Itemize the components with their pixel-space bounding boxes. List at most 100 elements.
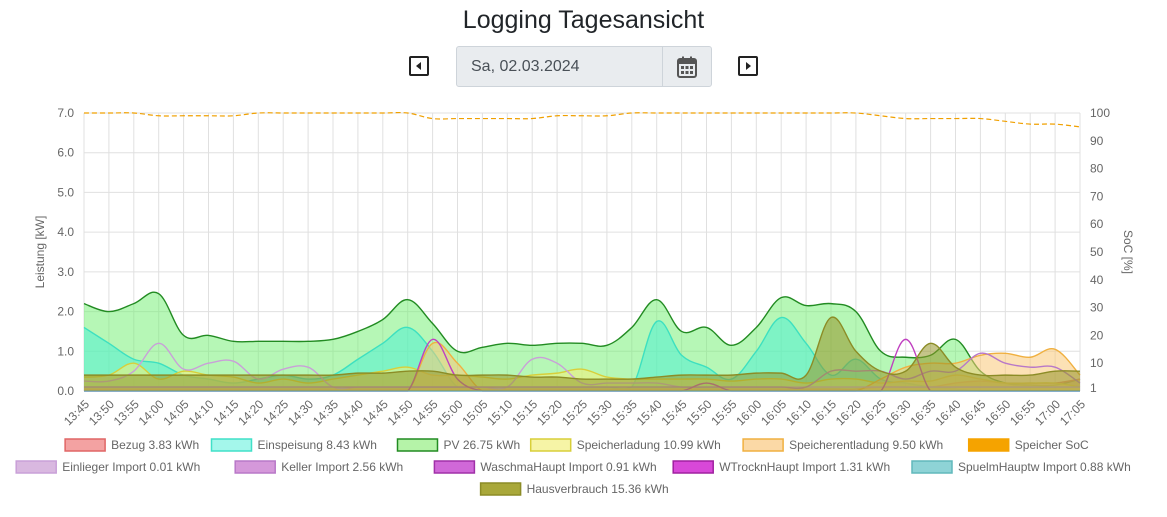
legend-swatch (967, 438, 1010, 452)
series-line-pv (83, 291, 1081, 387)
legend-swatch (672, 460, 714, 474)
x-tick-label: 14:20 (235, 397, 266, 428)
x-tick-label: 15:35 (609, 397, 640, 428)
x-tick-label: 16:20 (833, 397, 864, 428)
page-title: Logging Tagesansicht (462, 6, 705, 34)
y2-tick-label: 1 (1090, 381, 1097, 395)
x-tick-label: 17:00 (1032, 397, 1063, 428)
legend-swatch (234, 460, 276, 474)
x-tick-label: 15:05 (459, 397, 490, 428)
y2-tick-label: 70 (1090, 189, 1104, 203)
y-tick-label: 7.0 (57, 106, 74, 120)
series-line-speicher-soc (84, 111, 1081, 128)
legend-item-label: Speicher SoC (1015, 438, 1089, 452)
date-picker[interactable]: Sa, 02.03.2024 (456, 46, 712, 87)
legend-item-label: Hausverbrauch 15.36 kWh (527, 482, 669, 496)
caret-left-icon (416, 62, 421, 70)
y2-tick-label: 100 (1090, 106, 1110, 120)
x-tick-label: 14:40 (335, 397, 366, 428)
legend-swatch (479, 482, 522, 496)
x-tick-label: 16:10 (783, 397, 814, 428)
area-hausverbrauch (84, 317, 1080, 391)
legend-item-label: PV 26.75 kWh (444, 438, 521, 452)
x-tick-label: 14:30 (285, 397, 316, 428)
x-tick-label: 13:50 (86, 397, 117, 428)
legend-item-label: Bezug 3.83 kWh (111, 438, 199, 452)
x-tick-label: 15:00 (434, 397, 465, 428)
y2-tick-label: 40 (1090, 273, 1104, 287)
energy-chart: 0.0 1.0 2.0 3.0 4.0 5.0 6.0 7.0 1 10 20 30 40 50 60 70 8… (15, 106, 1135, 496)
y-tick-label: 3.0 (57, 265, 74, 279)
x-tick-label: 16:30 (883, 397, 914, 428)
x-tick-label: 14:50 (385, 397, 416, 428)
y2-tick-label: 30 (1090, 301, 1104, 315)
y-tick-label: 4.0 (57, 225, 74, 239)
legend-item-label: SpuelmHauptw Import 0.88 kWh (958, 460, 1131, 474)
y-tick-label: 2.0 (57, 305, 74, 319)
legend-swatch (911, 460, 953, 474)
y2-tick-label: 60 (1090, 217, 1104, 231)
y2-tick-label: 90 (1090, 134, 1104, 148)
x-tick-label: 14:00 (136, 397, 167, 428)
x-tick-label: 16:50 (982, 397, 1013, 428)
next-day-button[interactable] (738, 56, 758, 76)
y2-tick-label: 50 (1090, 245, 1104, 259)
x-tick-label: 16:55 (1007, 397, 1038, 428)
legend-swatch (396, 438, 439, 452)
previous-day-button[interactable] (409, 56, 429, 76)
legend-item-label: WTrocknHaupt Import 1.31 kWh (719, 460, 890, 474)
x-tick-label: 17:05 (1057, 397, 1088, 428)
y-tick-label: 5.0 (57, 185, 74, 199)
y2-tick-label: 20 (1090, 328, 1104, 342)
legend-item-label: Einlieger Import 0.01 kWh (62, 460, 200, 474)
x-tick-label: 16:00 (733, 397, 764, 428)
y2-tick-label: 80 (1090, 162, 1104, 176)
x-tick-label: 13:45 (61, 397, 92, 428)
x-tick-label: 13:55 (111, 397, 142, 428)
y2-axis-title: SoC [%] (1121, 230, 1135, 274)
legend-item-label: Einspeisung 8.43 kWh (258, 438, 377, 452)
legend-swatch (742, 438, 784, 452)
x-tick-label: 16:35 (908, 397, 939, 428)
x-tick-label: 14:15 (210, 397, 241, 428)
x-tick-label: 14:35 (310, 397, 341, 428)
legend-swatch (210, 438, 253, 452)
x-tick-label: 16:45 (957, 397, 988, 428)
y-axis-title: Leistung [kW] (33, 216, 47, 289)
x-tick-label: 16:05 (758, 397, 789, 428)
x-tick-label: 15:50 (683, 397, 714, 428)
legend-item-label: Keller Import 2.56 kWh (281, 460, 403, 474)
legend-item-label: WaschmaHaupt Import 0.91 kWh (480, 460, 656, 474)
x-tick-label: 14:05 (161, 397, 192, 428)
legend-item-label: Speicherladung 10.99 kWh (577, 438, 721, 452)
legend-swatch (433, 460, 476, 474)
legend-swatch (64, 438, 106, 452)
x-tick-label: 14:25 (260, 397, 291, 428)
calendar-button[interactable] (662, 47, 711, 86)
caret-right-icon (746, 62, 751, 70)
x-tick-label: 16:25 (858, 397, 889, 428)
y-tick-label: 1.0 (57, 344, 74, 358)
x-tick-label: 14:55 (410, 397, 441, 428)
y-tick-label: 6.0 (57, 146, 74, 160)
x-tick-label: 16:40 (932, 397, 963, 428)
x-tick-label: 15:40 (634, 397, 665, 428)
legend-swatch (529, 438, 572, 452)
y2-tick-label: 10 (1090, 356, 1104, 370)
x-tick-label: 14:10 (185, 397, 216, 428)
x-tick-label: 14:45 (360, 397, 391, 428)
x-tick-label: 15:30 (584, 397, 615, 428)
x-tick-label: 15:20 (534, 397, 565, 428)
legend-swatch (15, 460, 57, 474)
date-input[interactable]: Sa, 02.03.2024 (471, 58, 580, 75)
calendar-icon (677, 56, 697, 78)
legend-item-label: Speicherentladung 9.50 kWh (789, 438, 943, 452)
series-line-hausverbrauch (83, 316, 1081, 380)
x-tick-label: 15:25 (559, 397, 590, 428)
x-tick-label: 15:10 (484, 397, 515, 428)
y-tick-label: 0.0 (57, 384, 74, 398)
x-tick-label: 16:15 (808, 397, 839, 428)
x-tick-label: 15:55 (708, 397, 739, 428)
x-tick-label: 15:45 (659, 397, 690, 428)
x-tick-label: 15:15 (509, 397, 540, 428)
